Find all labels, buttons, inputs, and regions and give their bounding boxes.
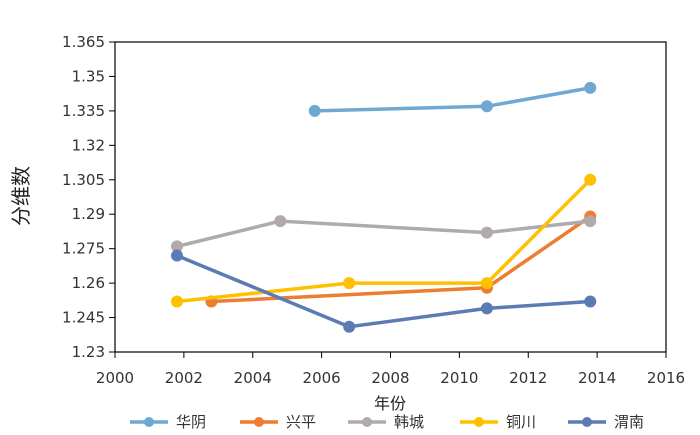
series-line <box>175 219 592 249</box>
data-point <box>343 320 356 333</box>
legend-label: 渭南 <box>614 413 644 431</box>
legend-item: 铜川 <box>460 413 536 431</box>
x-tick-label: 2012 <box>509 369 547 387</box>
data-point <box>308 104 321 117</box>
data-point <box>584 295 597 308</box>
legend-item: 韩城 <box>348 413 424 431</box>
x-tick-label: 2008 <box>371 369 409 387</box>
data-point <box>274 215 287 228</box>
data-point <box>480 226 493 239</box>
y-tick-label: 1.23 <box>72 343 105 361</box>
ticks-group: 1.23 1.245 1.26 1.275 1.29 1.305 1.32 1.335 1.35… <box>62 33 685 387</box>
data-point <box>170 249 183 262</box>
legend-item: 兴平 <box>240 413 316 431</box>
legend-swatch-marker <box>362 417 372 427</box>
x-tick-label: 2016 <box>647 369 685 387</box>
x-tick-label: 2000 <box>96 369 134 387</box>
data-point <box>170 295 183 308</box>
series-line <box>175 253 592 329</box>
legend-label: 兴平 <box>286 413 316 431</box>
y-tick-label: 1.26 <box>72 274 105 292</box>
x-tick-label: 2002 <box>165 369 203 387</box>
legend-label: 铜川 <box>506 413 536 431</box>
legend-item: 渭南 <box>568 413 644 431</box>
legend-item: 华阴 <box>130 413 206 431</box>
series-3 <box>170 215 597 253</box>
y-tick-label: 1.29 <box>72 205 105 223</box>
x-tick-label: 2004 <box>234 369 272 387</box>
y-tick-label: 1.335 <box>62 102 105 120</box>
data-point <box>584 215 597 228</box>
series-line <box>175 178 592 304</box>
data-point <box>584 173 597 186</box>
y-tick-label: 1.305 <box>62 171 105 189</box>
x-tick-label: 2010 <box>440 369 478 387</box>
legend-swatch-marker <box>254 417 264 427</box>
legend-swatch-marker <box>582 417 592 427</box>
data-point <box>480 277 493 290</box>
y-tick-label: 1.245 <box>62 309 105 327</box>
y-tick-label: 1.275 <box>62 240 105 258</box>
y-tick-label: 1.365 <box>62 33 105 51</box>
series-line <box>312 86 592 113</box>
x-tick-label: 2014 <box>578 369 616 387</box>
y-tick-label: 1.32 <box>72 136 105 154</box>
y-tick-label: 1.35 <box>72 67 105 85</box>
legend-swatch-marker <box>474 417 484 427</box>
legend-label: 韩城 <box>394 413 424 431</box>
legend-label: 华阴 <box>176 413 206 431</box>
y-axis-title: 分维数 <box>9 166 33 226</box>
data-point <box>343 277 356 290</box>
x-axis-title: 年份 <box>374 394 406 413</box>
series-group <box>170 81 597 333</box>
legend-swatch-marker <box>144 417 154 427</box>
series-5 <box>170 249 597 333</box>
x-tick-label: 2006 <box>303 369 341 387</box>
series-4 <box>170 173 597 308</box>
series-1 <box>308 81 597 117</box>
data-point <box>584 81 597 94</box>
legend: 华阴 兴平 韩城 铜川 渭南 <box>130 413 644 431</box>
data-point <box>480 100 493 113</box>
data-point <box>480 302 493 315</box>
